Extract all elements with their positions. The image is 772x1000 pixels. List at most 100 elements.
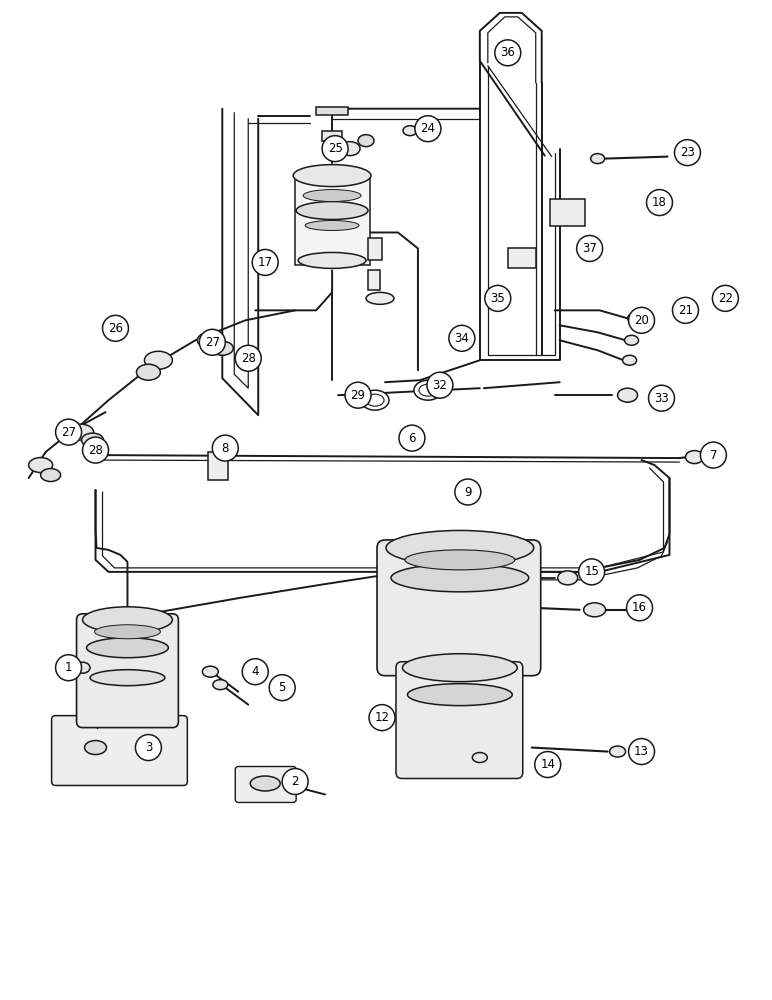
Ellipse shape (557, 571, 577, 585)
Bar (550, 199, 584, 226)
Text: 13: 13 (634, 745, 649, 758)
Ellipse shape (202, 666, 218, 677)
Ellipse shape (391, 564, 529, 592)
Circle shape (415, 116, 441, 142)
Text: 27: 27 (205, 336, 220, 349)
Circle shape (455, 479, 481, 505)
Text: 27: 27 (61, 426, 76, 439)
Ellipse shape (403, 126, 417, 136)
Circle shape (252, 249, 278, 275)
Text: 7: 7 (709, 449, 717, 462)
Text: 6: 6 (408, 432, 415, 445)
Circle shape (627, 595, 652, 621)
Ellipse shape (628, 313, 642, 323)
Text: 37: 37 (582, 242, 597, 255)
Ellipse shape (361, 390, 389, 410)
Circle shape (628, 307, 655, 333)
Circle shape (212, 435, 239, 461)
Circle shape (646, 190, 672, 216)
Bar (322, 131, 342, 141)
FancyBboxPatch shape (52, 716, 188, 785)
Circle shape (672, 297, 699, 323)
Ellipse shape (305, 221, 359, 230)
Ellipse shape (86, 638, 168, 658)
Text: 34: 34 (455, 332, 469, 345)
Bar (368, 238, 382, 260)
Ellipse shape (144, 351, 172, 369)
Circle shape (399, 425, 425, 451)
Text: 28: 28 (88, 444, 103, 457)
Text: 14: 14 (540, 758, 555, 771)
Ellipse shape (68, 424, 93, 440)
Text: 5: 5 (279, 681, 286, 694)
Circle shape (628, 739, 655, 765)
Text: 8: 8 (222, 442, 229, 455)
Ellipse shape (75, 662, 90, 673)
Ellipse shape (296, 202, 368, 220)
Text: 22: 22 (718, 292, 733, 305)
Circle shape (322, 136, 348, 162)
Ellipse shape (408, 684, 513, 706)
Text: 18: 18 (652, 196, 667, 209)
Ellipse shape (94, 625, 161, 639)
Ellipse shape (82, 433, 103, 447)
Text: 36: 36 (500, 46, 515, 59)
Ellipse shape (358, 135, 374, 147)
Ellipse shape (618, 388, 638, 402)
Circle shape (235, 345, 261, 371)
Ellipse shape (472, 753, 487, 763)
Ellipse shape (29, 458, 52, 473)
Circle shape (345, 382, 371, 408)
Ellipse shape (366, 394, 384, 406)
Text: 15: 15 (584, 565, 599, 578)
Text: 35: 35 (490, 292, 505, 305)
Text: 1: 1 (65, 661, 73, 674)
Ellipse shape (213, 680, 228, 690)
Bar (208, 452, 229, 480)
Text: 29: 29 (350, 389, 366, 402)
Text: 2: 2 (291, 775, 299, 788)
Circle shape (56, 419, 82, 445)
Circle shape (700, 442, 726, 468)
Text: 24: 24 (421, 122, 435, 135)
Circle shape (579, 559, 604, 585)
Circle shape (269, 675, 295, 701)
Text: 20: 20 (634, 314, 649, 327)
Ellipse shape (610, 746, 625, 757)
Circle shape (648, 385, 675, 411)
FancyBboxPatch shape (235, 767, 296, 802)
Circle shape (449, 325, 475, 351)
Text: 12: 12 (374, 711, 390, 724)
Ellipse shape (41, 469, 60, 482)
Circle shape (199, 329, 225, 355)
Bar (316, 107, 348, 115)
Circle shape (369, 705, 395, 731)
Bar (368, 270, 380, 290)
Text: 33: 33 (654, 392, 669, 405)
Ellipse shape (250, 776, 280, 791)
Text: 4: 4 (252, 665, 259, 678)
FancyBboxPatch shape (76, 614, 178, 728)
Circle shape (427, 372, 453, 398)
Circle shape (485, 285, 511, 311)
Circle shape (495, 40, 521, 66)
Ellipse shape (85, 741, 107, 755)
Ellipse shape (622, 355, 637, 365)
Ellipse shape (591, 154, 604, 164)
Circle shape (103, 315, 128, 341)
Ellipse shape (419, 384, 437, 396)
Ellipse shape (137, 364, 161, 380)
Ellipse shape (386, 530, 533, 565)
Ellipse shape (90, 670, 165, 686)
Text: 9: 9 (464, 486, 472, 499)
Ellipse shape (414, 380, 442, 400)
Circle shape (577, 235, 603, 261)
Ellipse shape (686, 451, 703, 464)
Text: 16: 16 (632, 601, 647, 614)
Ellipse shape (298, 252, 366, 268)
Ellipse shape (198, 332, 223, 348)
Circle shape (56, 655, 82, 681)
Text: 23: 23 (680, 146, 695, 159)
Circle shape (675, 140, 700, 166)
Text: 17: 17 (258, 256, 273, 269)
